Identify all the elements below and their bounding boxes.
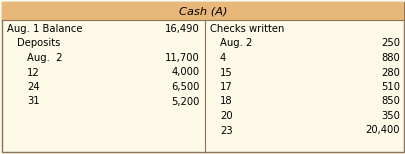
Text: 350: 350 [380,111,399,121]
Text: 5,200: 5,200 [171,97,200,107]
Text: 18: 18 [220,97,232,107]
Text: 280: 280 [380,67,399,77]
Bar [2,2,403,20]
Text: Aug. 2: Aug. 2 [220,38,252,49]
Text: 12: 12 [27,67,40,77]
Text: Checks written: Checks written [209,24,284,34]
Text: 11,700: 11,700 [165,53,200,63]
Text: 4,000: 4,000 [171,67,200,77]
Text: 20: 20 [220,111,232,121]
Text: 23: 23 [220,126,232,136]
Text: 850: 850 [380,97,399,107]
Text: Cash (A): Cash (A) [178,6,227,16]
Text: Deposits: Deposits [17,38,60,49]
Text: 20,400: 20,400 [364,126,399,136]
Text: 31: 31 [27,97,40,107]
Text: Aug.  2: Aug. 2 [27,53,62,63]
Text: Aug. 1 Balance: Aug. 1 Balance [7,24,82,34]
Text: 880: 880 [380,53,399,63]
Text: 250: 250 [380,38,399,49]
Text: 15: 15 [220,67,232,77]
Text: 16,490: 16,490 [165,24,200,34]
Text: 6,500: 6,500 [171,82,200,92]
Text: 24: 24 [27,82,40,92]
Text: 510: 510 [380,82,399,92]
Text: 4: 4 [220,53,226,63]
Text: 17: 17 [220,82,232,92]
